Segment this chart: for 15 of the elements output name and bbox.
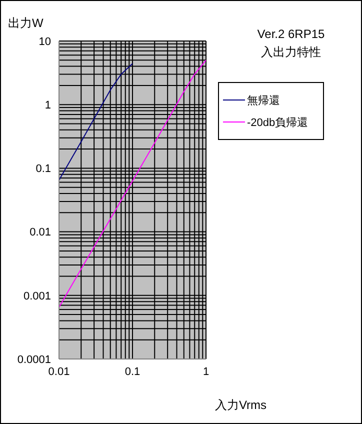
text: Ver.2 6RP15 [256, 26, 326, 43]
x-tick-label: 0.1 [124, 366, 140, 378]
legend-label: -20db負帰還 [247, 116, 308, 130]
x-tick-label: 0.01 [48, 366, 70, 378]
y-tick-label: 0.0001 [17, 354, 51, 366]
x-tick-label: 1 [202, 366, 210, 378]
y-tick-label: 10 [38, 36, 51, 48]
y-tick-label: 0.01 [30, 226, 51, 239]
legend-label: 無帰還 [247, 94, 280, 108]
y-tick-label: 0.001 [23, 290, 51, 302]
y-tick-label: 0.1 [36, 163, 51, 176]
text: 入出力特性 [260, 44, 322, 61]
y-tick-label: 1 [44, 100, 51, 112]
x-axis-title: 入力Vrms [215, 397, 267, 414]
y-axis-title: 出力W [8, 15, 44, 32]
